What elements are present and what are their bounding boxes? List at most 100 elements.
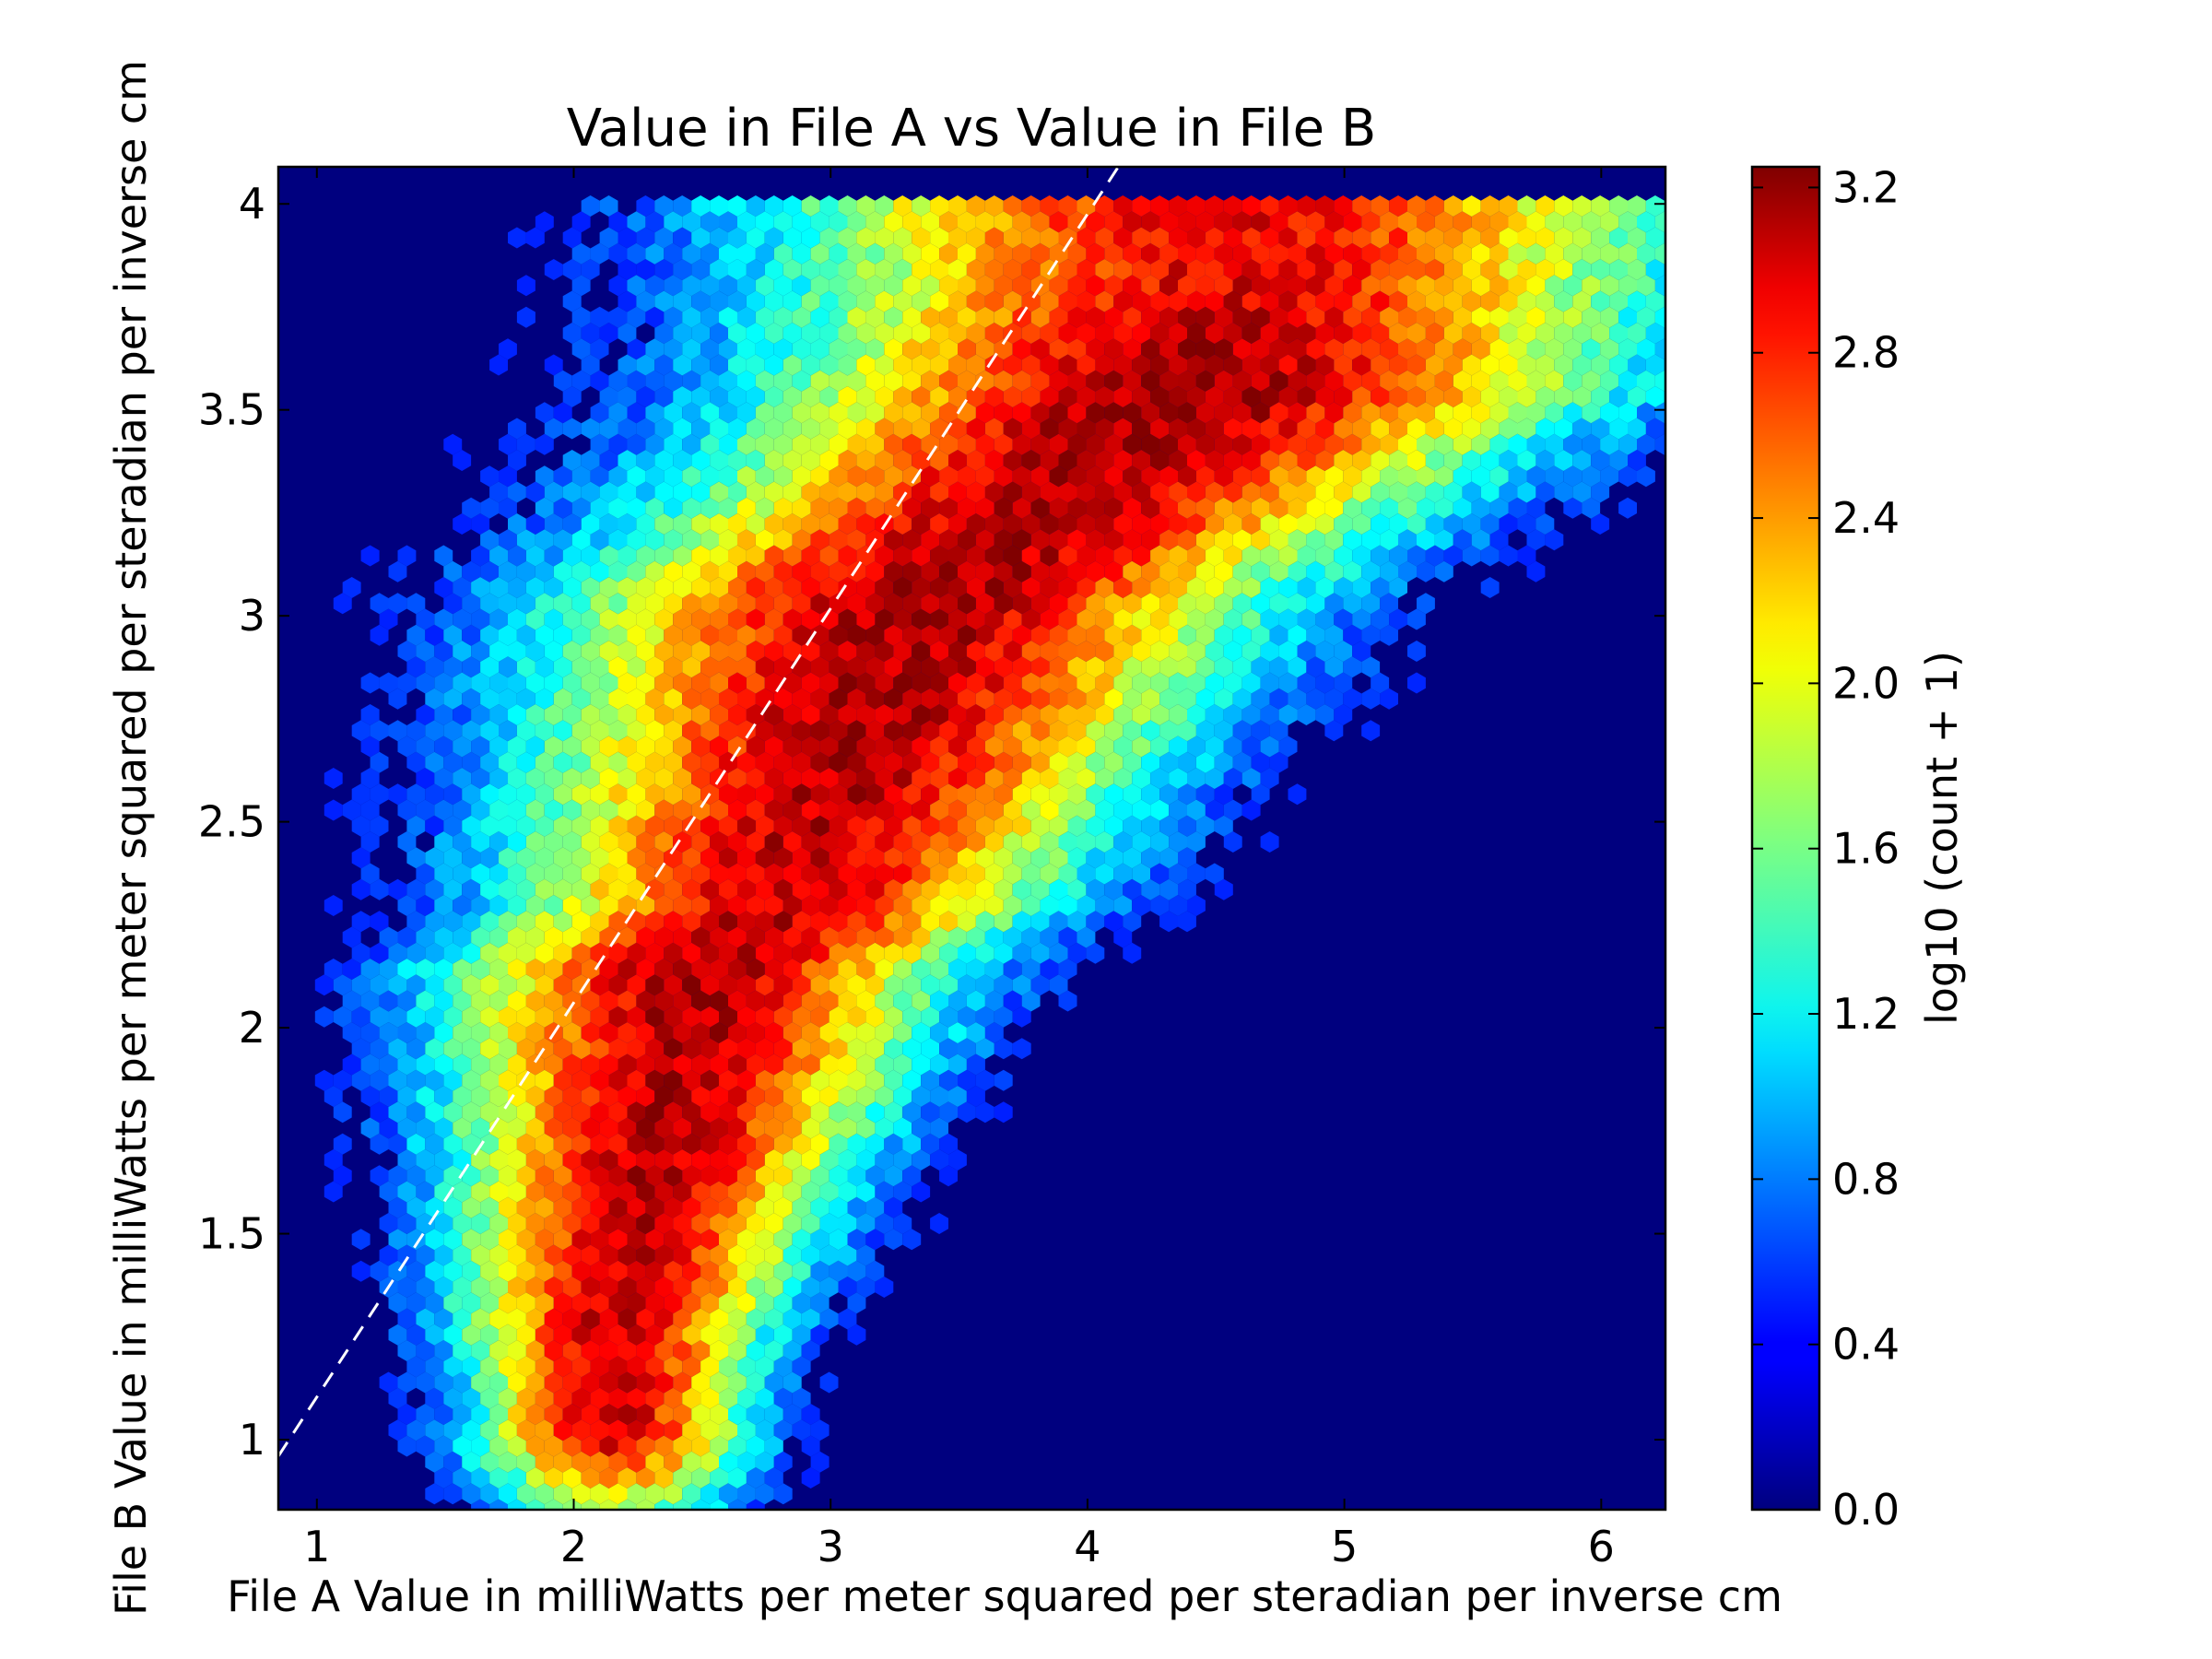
hexbin-cell [1489,211,1509,233]
hexbin-cell [1241,672,1261,694]
hexbin-cell [351,1038,371,1060]
hexbin-cell [810,1133,830,1155]
hexbin-cell [590,878,609,900]
hexbin-cell [958,656,976,678]
hexbin-cell [792,1006,811,1028]
hexbin-cell [792,1133,811,1155]
hexbin-cell [590,529,609,551]
hexbin-cell [590,593,609,615]
hexbin-cell [884,1069,903,1091]
hexbin-cell [1664,454,1665,466]
hexbin-cell [1352,450,1371,471]
hexbin-cell [636,1053,655,1076]
hexbin-cell [829,1133,848,1155]
hexbin-cell [553,1133,572,1155]
hexbin-cell [627,338,646,360]
hexbin-cell [1113,290,1133,312]
hexbin-cell [1040,290,1059,312]
hexbin-cell [884,942,903,964]
hexbin-cell [1315,259,1335,280]
hexbin-cell [737,1196,756,1218]
hexbin-cell [627,1006,646,1028]
hexbin-cell [1178,783,1196,806]
hexbin-cell [746,831,765,853]
hexbin-cell [829,656,848,678]
hexbin-cell [847,433,866,455]
hexbin-cell [764,990,783,1012]
hexbin-cell [691,1244,711,1266]
hexbin-cell [535,815,554,837]
hexbin-cell [912,799,931,821]
hexbin-cell [902,497,922,519]
hexbin-cell [462,974,481,996]
hexbin-cell [1315,386,1335,407]
hexbin-cell [1241,608,1261,630]
hexbin-cell [480,529,499,551]
hexbin-cell [1086,338,1105,360]
hexbin-cell [1315,704,1335,725]
hexbin-cell [893,227,912,249]
hexbin-cell [1315,418,1335,440]
hexbin-cell [773,688,793,710]
hexbin-cell [462,1292,481,1314]
hexbin-cell [875,990,894,1012]
hexbin-cell [1582,211,1601,233]
hexbin-cell [801,1117,820,1139]
hexbin-cell [1288,783,1307,806]
hexbin-cell [654,1308,674,1330]
hexbin-cell [948,926,967,948]
hexbin-cell [1077,863,1096,885]
hexbin-cell [948,195,967,217]
hexbin-cell [773,1419,793,1441]
hexbin-cell [654,641,674,662]
hexbin-cell [1187,227,1206,249]
hexbin-cell [856,1086,876,1107]
hexbin-cell [654,481,674,503]
hexbin-cell [553,1387,572,1409]
hexbin-cell [865,974,885,996]
hexbin-cell [499,465,517,488]
hexbin-cell [838,768,857,789]
hexbin-cell [847,1038,866,1060]
hexbin-cell [884,656,903,678]
hexbin-cell [1058,799,1077,821]
hexbin-cell [1123,942,1142,964]
hexbin-cell [838,323,857,344]
hexbin-cell [773,911,793,933]
hexbin-cell [645,465,665,488]
hexbin-cell [1030,974,1050,996]
hexbin-cell [1343,242,1362,265]
hexbin-cell [792,497,811,519]
hexbin-cell [571,1196,591,1218]
hexbin-cell [370,1006,389,1028]
hexbin-cell [958,497,976,519]
hexbin-cell [590,306,609,328]
hexbin-cell [966,227,985,249]
hexbin-cell [370,624,389,646]
hexbin-cell [1443,354,1463,376]
hexbin-cell [654,704,674,725]
hexbin-cell [1535,354,1555,376]
hexbin-cell [1582,242,1601,265]
hexbin-cell [746,354,765,376]
hexbin-cell [893,450,912,471]
hexbin-cell [562,1435,582,1457]
hexbin-cell [1453,275,1472,297]
y-axis: 11.522.533.54 [198,179,1665,1465]
hexbin-cell [324,959,343,980]
hexbin-cell [462,1038,481,1060]
hexbin-cell [406,1260,426,1282]
hexbin-cell [921,624,940,646]
hexbin-cell [1380,529,1398,551]
hexbin-cell [773,1451,793,1473]
hexbin-cell [1407,450,1426,471]
hexbin-cell [1260,768,1279,789]
hexbin-cell [1306,688,1325,710]
hexbin-cell [1508,433,1527,455]
hexbin-cell [1104,560,1124,582]
hexbin-cell [994,1101,1013,1124]
hexbin-cell [819,1117,839,1139]
hexbin-cell [645,338,665,360]
hexbin-cell [1232,275,1252,297]
hexbin-cell [571,1387,591,1409]
